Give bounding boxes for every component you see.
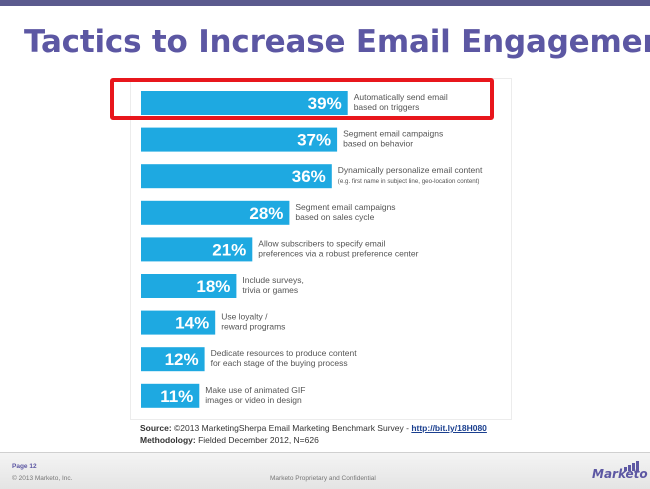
bar-2 [141,127,338,152]
bar-category-label-3-line-1: Dynamically personalize email content [338,165,483,175]
source-text: ©2013 MarketingSherpa Email Marketing Be… [174,423,412,433]
bar-category-label-2-line-2: based on behavior [343,139,413,149]
bar-8 [141,347,205,372]
bar-category-label-2-line-1: Segment email campaigns [343,129,443,139]
bar-category-label-6-line-2: trivia or games [242,285,298,295]
bar-category-label-8-line-1: Dedicate resources to produce content [211,348,358,358]
bar-category-label-6-line-1: Include surveys, [242,275,303,285]
bar-3 [141,164,332,189]
page-number: Page 12 [12,463,37,470]
slide-title: Tactics to Increase Email Engagement [24,24,650,60]
bar-5 [141,237,253,262]
highlight-box [110,78,494,120]
copyright-text: © 2013 Marketo, Inc. [12,475,73,482]
bar-value-label-6: 18% [196,277,230,296]
bar-1 [141,91,348,115]
bar-value-label-2: 37% [297,131,331,150]
bar-category-label-5-line-1: Allow subscribers to specify email [258,238,385,248]
bar-value-label-4: 28% [249,204,283,223]
bar-value-label-9: 11% [160,387,193,406]
bar-9 [141,383,200,408]
methodology-text: Fielded December 2012, N=626 [198,435,319,445]
methodology-label: Methodology: [140,435,196,445]
source-label: Source: [140,423,172,433]
bar-value-label-7: 14% [175,314,209,333]
chart-area: 39% Automatically send email based on trig… [130,78,512,420]
bar-category-label-1-line-2: based on triggers [354,102,420,112]
confidential-text: Marketo Proprietary and Confidential [270,475,376,482]
source-link[interactable]: http://bit.ly/18H080 [411,423,487,433]
bar-value-label-3: 36% [292,167,326,186]
bar-value-label-8: 12% [165,350,199,369]
footer: Page 12 © 2013 Marketo, Inc. Marketo Pro… [0,452,650,489]
bar-category-label-8-line-2: for each stage of the buying process [211,358,348,368]
bar-category-label-9-line-2: images or video in design [205,395,302,405]
bar-category-label-4-line-1: Segment email campaigns [295,202,395,212]
bar-category-label-1-line-1: Automatically send email [354,92,448,102]
bar-category-label-7-line-2: reward programs [221,322,285,332]
bar-category-label-4-line-2: based on sales cycle [295,212,374,222]
bar-category-label-7-line-1: Use loyalty / [221,312,268,322]
bar-value-label-5: 21% [212,240,246,259]
top-stripe [0,0,650,6]
bar-category-label-3-line-2: (e.g. first name in subject line, geo-lo… [338,178,480,185]
bar-7 [141,310,216,335]
bar-4 [141,200,290,225]
bar-category-label-9-line-1: Make use of animated GIF [205,385,305,395]
bar-6 [141,274,237,298]
source-line: Source: ©2013 MarketingSherpa Email Mark… [140,423,487,433]
bar-category-label-5-line-2: preferences via a robust preference cent… [258,248,418,258]
bar-value-label-1: 39% [308,94,342,113]
logo-bars-icon [624,461,639,471]
methodology-line: Methodology: Fielded December 2012, N=62… [140,435,319,445]
